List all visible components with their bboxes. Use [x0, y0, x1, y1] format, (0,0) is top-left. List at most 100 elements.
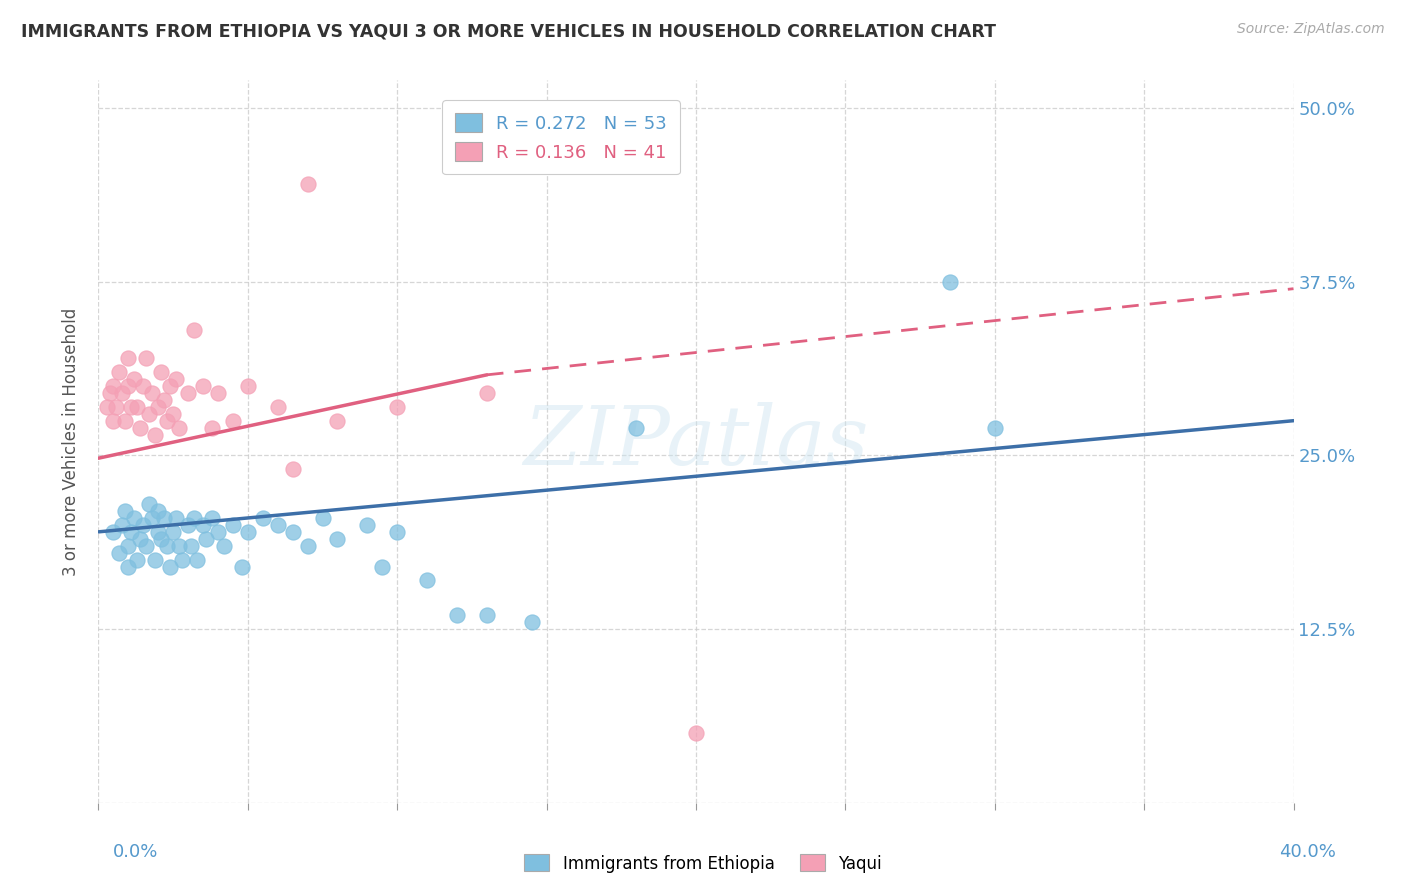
Point: [159, 379, 181, 393]
Point: [148, 524, 170, 539]
Point: [124, 511, 146, 525]
Point: [371, 559, 394, 574]
Point: [311, 511, 333, 525]
Point: [162, 524, 184, 539]
Point: [183, 323, 205, 337]
Point: [626, 420, 648, 434]
Point: [236, 379, 259, 393]
Point: [127, 552, 149, 566]
Point: [297, 539, 319, 553]
Point: [108, 365, 131, 379]
Point: [186, 552, 208, 566]
Point: [207, 524, 229, 539]
Point: [111, 517, 134, 532]
Text: 0.0%: 0.0%: [112, 843, 157, 861]
Point: [132, 517, 155, 532]
Point: [416, 574, 439, 588]
Point: [105, 400, 128, 414]
Point: [520, 615, 543, 630]
Point: [143, 427, 166, 442]
Point: [165, 511, 187, 525]
Point: [685, 726, 707, 740]
Point: [120, 524, 142, 539]
Point: [326, 414, 349, 428]
Point: [153, 511, 176, 525]
Point: [207, 385, 229, 400]
Point: [475, 385, 498, 400]
Point: [135, 539, 157, 553]
Point: [281, 462, 304, 476]
Point: [138, 497, 160, 511]
Point: [267, 517, 290, 532]
Point: [114, 414, 136, 428]
Point: [98, 385, 122, 400]
Point: [939, 275, 962, 289]
Point: [117, 351, 139, 366]
Point: [103, 524, 125, 539]
Point: [252, 511, 274, 525]
Point: [165, 372, 187, 386]
Point: [162, 407, 184, 421]
Point: [177, 517, 200, 532]
Point: [177, 385, 200, 400]
Point: [120, 400, 142, 414]
Point: [127, 400, 149, 414]
Point: [267, 400, 290, 414]
Point: [148, 504, 170, 518]
Point: [103, 379, 125, 393]
Point: [475, 608, 498, 623]
Point: [183, 511, 205, 525]
Point: [191, 379, 214, 393]
Point: [297, 178, 319, 192]
Point: [191, 517, 214, 532]
Point: [150, 365, 173, 379]
Point: [212, 539, 235, 553]
Point: [96, 400, 118, 414]
Point: [195, 532, 218, 546]
Point: [201, 511, 224, 525]
Point: [231, 559, 253, 574]
Point: [236, 524, 259, 539]
Point: [156, 414, 179, 428]
Point: [167, 539, 190, 553]
Point: [201, 420, 224, 434]
Point: [117, 559, 139, 574]
Point: [117, 379, 139, 393]
Point: [141, 511, 163, 525]
Point: [167, 420, 190, 434]
Legend: Immigrants from Ethiopia, Yaqui: Immigrants from Ethiopia, Yaqui: [517, 847, 889, 880]
Point: [159, 559, 181, 574]
Point: [385, 524, 409, 539]
Point: [111, 385, 134, 400]
Point: [124, 372, 146, 386]
Point: [222, 414, 245, 428]
Point: [143, 552, 166, 566]
Point: [153, 392, 176, 407]
Text: ZIPatlas: ZIPatlas: [523, 401, 869, 482]
Point: [141, 385, 163, 400]
Point: [117, 539, 139, 553]
Point: [984, 420, 1007, 434]
Point: [172, 552, 194, 566]
Point: [156, 539, 179, 553]
Point: [326, 532, 349, 546]
Point: [129, 532, 152, 546]
Point: [148, 400, 170, 414]
Point: [446, 608, 468, 623]
Point: [135, 351, 157, 366]
Point: [129, 420, 152, 434]
Text: 40.0%: 40.0%: [1279, 843, 1336, 861]
Point: [150, 532, 173, 546]
Point: [138, 407, 160, 421]
Point: [356, 517, 378, 532]
Point: [114, 504, 136, 518]
Point: [222, 517, 245, 532]
Point: [180, 539, 202, 553]
Point: [281, 524, 304, 539]
Text: Source: ZipAtlas.com: Source: ZipAtlas.com: [1237, 22, 1385, 37]
Point: [132, 379, 155, 393]
Point: [108, 546, 131, 560]
Y-axis label: 3 or more Vehicles in Household: 3 or more Vehicles in Household: [62, 308, 80, 575]
Point: [385, 400, 409, 414]
Legend: R = 0.272   N = 53, R = 0.136   N = 41: R = 0.272 N = 53, R = 0.136 N = 41: [441, 100, 679, 174]
